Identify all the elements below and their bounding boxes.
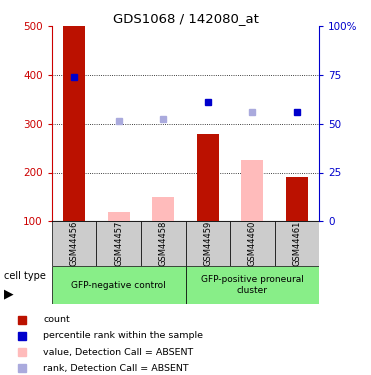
Text: cell type: cell type bbox=[4, 271, 46, 280]
Text: ▶: ▶ bbox=[4, 288, 13, 301]
Bar bbox=[230, 221, 275, 266]
Text: GSM44456: GSM44456 bbox=[70, 221, 79, 266]
Bar bbox=[141, 221, 186, 266]
Bar bbox=[96, 221, 141, 266]
Text: GSM44459: GSM44459 bbox=[203, 221, 212, 266]
Text: percentile rank within the sample: percentile rank within the sample bbox=[43, 332, 203, 340]
Text: GSM44457: GSM44457 bbox=[114, 221, 123, 266]
Bar bbox=[52, 266, 186, 304]
Bar bbox=[63, 26, 85, 221]
Bar bbox=[52, 221, 96, 266]
Text: GFP-negative control: GFP-negative control bbox=[71, 280, 166, 290]
Text: value, Detection Call = ABSENT: value, Detection Call = ABSENT bbox=[43, 348, 193, 357]
Bar bbox=[286, 177, 308, 221]
Bar bbox=[197, 134, 219, 221]
Text: GSM44458: GSM44458 bbox=[159, 221, 168, 266]
Bar bbox=[152, 197, 174, 221]
Text: GFP-positive proneural
cluster: GFP-positive proneural cluster bbox=[201, 275, 304, 295]
Bar bbox=[186, 266, 319, 304]
Text: count: count bbox=[43, 315, 70, 324]
Text: GSM44460: GSM44460 bbox=[248, 221, 257, 266]
Bar bbox=[186, 221, 230, 266]
Bar bbox=[275, 221, 319, 266]
Text: rank, Detection Call = ABSENT: rank, Detection Call = ABSENT bbox=[43, 364, 189, 373]
Title: GDS1068 / 142080_at: GDS1068 / 142080_at bbox=[112, 12, 259, 25]
Text: GSM44461: GSM44461 bbox=[292, 221, 301, 266]
Bar bbox=[108, 211, 130, 221]
Bar bbox=[241, 160, 263, 221]
